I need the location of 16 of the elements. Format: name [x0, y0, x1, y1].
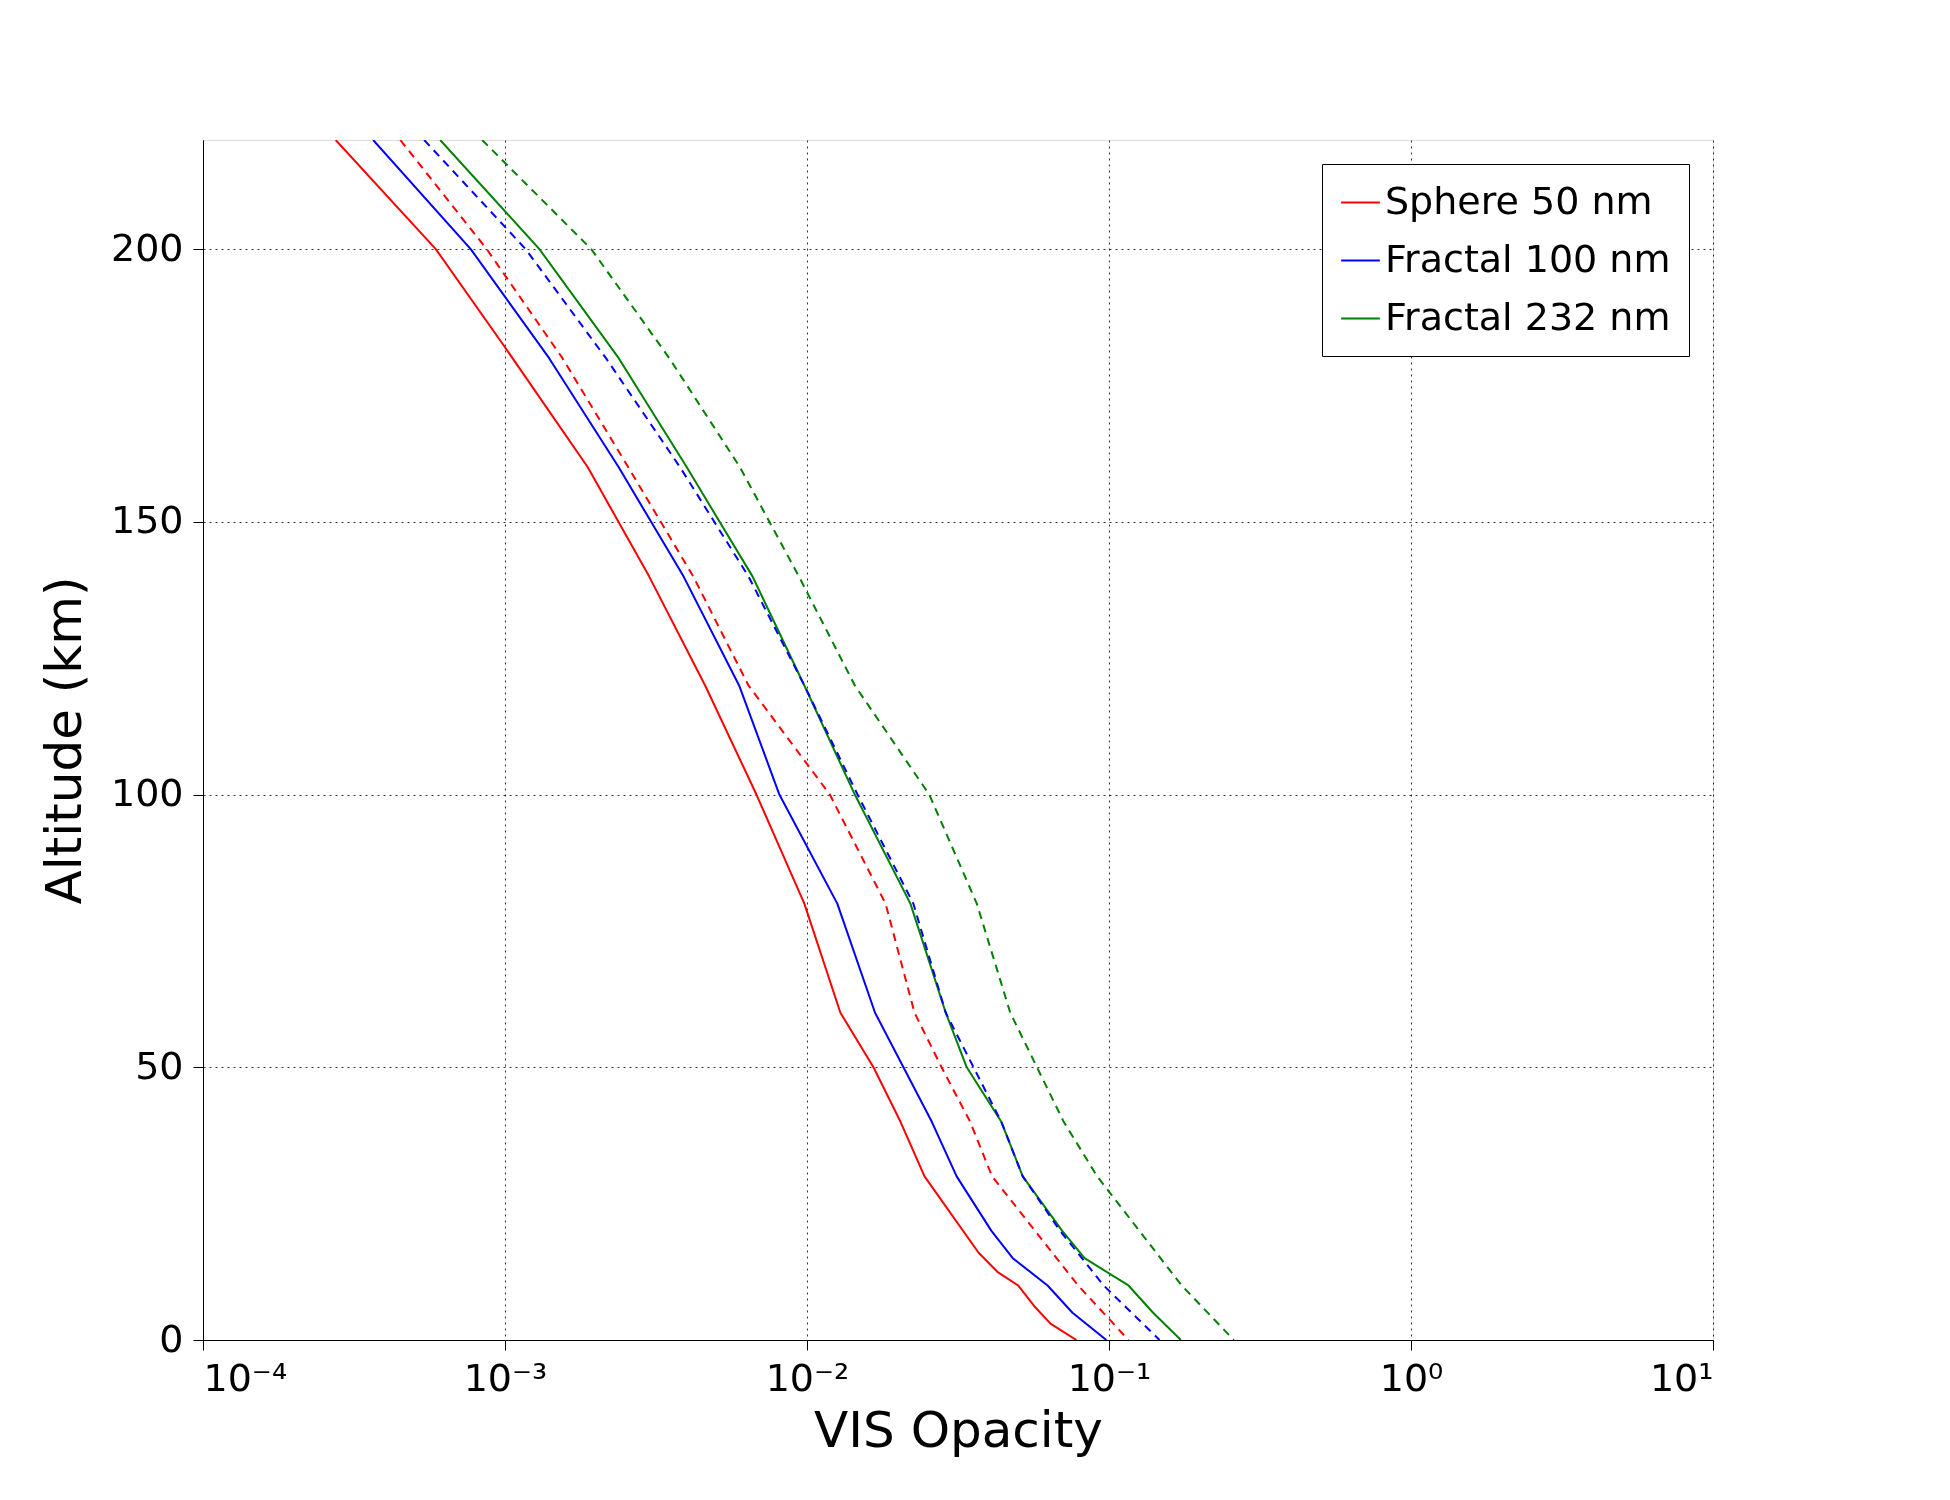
legend-label: Fractal 232 nm: [1385, 294, 1671, 339]
x-tick-label: 10⁻³: [463, 1355, 548, 1400]
y-tick-label: 50: [135, 1043, 184, 1088]
y-tick-label: 200: [110, 225, 184, 270]
y-tick-label: 0: [159, 1316, 184, 1361]
x-tick-label: 10⁻⁴: [203, 1355, 288, 1400]
x-tick-label: 10⁻¹: [1067, 1355, 1152, 1400]
y-tick-label: 100: [110, 771, 184, 816]
legend-label: Fractal 100 nm: [1385, 236, 1671, 281]
x-tick-label: 10⁰: [1379, 1355, 1444, 1400]
x-tick-label: 10⁻²: [765, 1355, 850, 1400]
legend-label: Sphere 50 nm: [1385, 178, 1653, 223]
x-axis-title: VIS Opacity: [814, 1400, 1103, 1459]
x-tick-label: 10¹: [1649, 1355, 1714, 1400]
y-tick-label: 150: [110, 498, 184, 543]
y-axis-title: Altitude (km): [34, 576, 93, 905]
